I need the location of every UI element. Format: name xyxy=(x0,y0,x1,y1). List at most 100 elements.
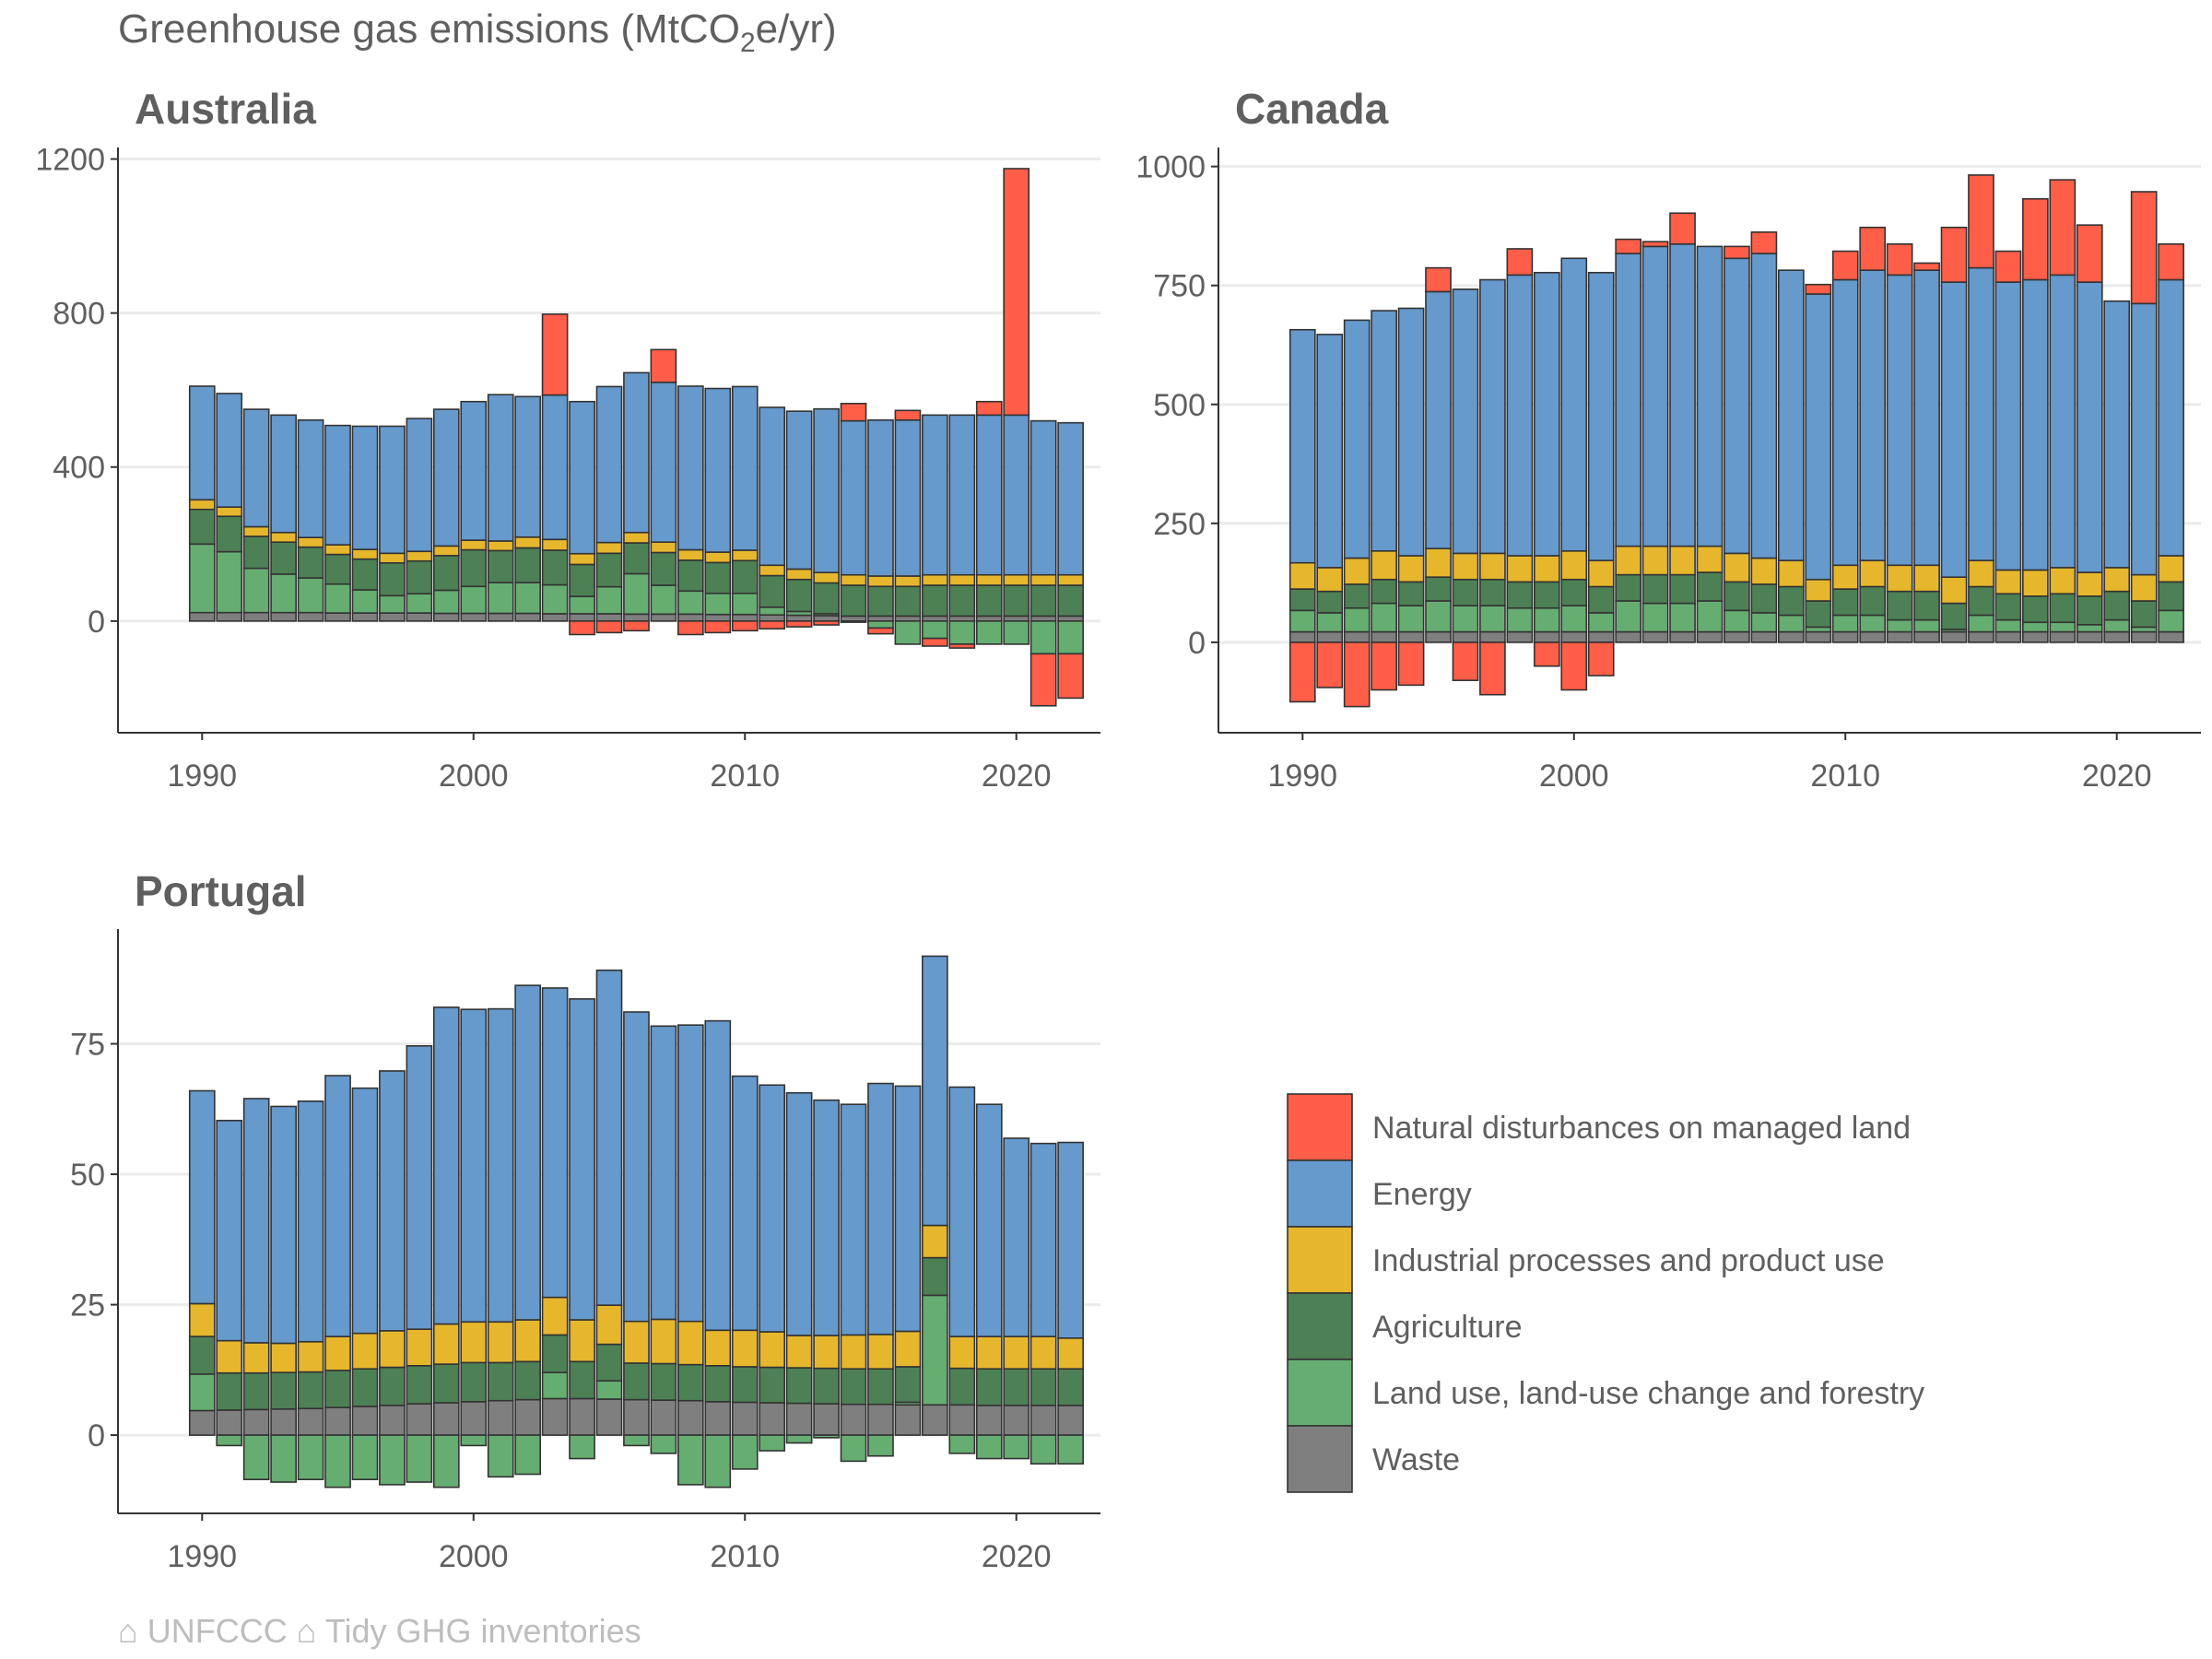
bar-waste-1994 xyxy=(1397,630,1425,643)
bar-lulucf-2016 xyxy=(1994,618,2022,633)
bar-ndml-2006 xyxy=(623,620,650,632)
y-tick-label: 25 xyxy=(70,1288,105,1324)
bar-agri-1997 xyxy=(1479,578,1506,606)
bar-energy-2016 xyxy=(894,1085,922,1333)
bar-waste-1992 xyxy=(242,1408,270,1436)
bar-ippu-1996 xyxy=(351,1332,379,1370)
bar-ippu-2020 xyxy=(1003,573,1030,586)
bar-energy-2021 xyxy=(2130,302,2158,576)
bar-waste-2000 xyxy=(460,1401,488,1436)
chart-title: Greenhouse gas emissions (MtCO2e/yr) xyxy=(118,6,837,58)
bar-waste-1997 xyxy=(379,612,406,622)
bar-waste-2003 xyxy=(1641,630,1669,643)
bar-waste-2011 xyxy=(759,1402,786,1436)
bar-energy-1994 xyxy=(297,1100,324,1343)
bar-ndml-1994 xyxy=(1397,641,1425,687)
bar-waste-1999 xyxy=(1533,630,1560,643)
bar-lulucf-2000 xyxy=(460,585,488,615)
bar-energy-2014 xyxy=(1940,281,1968,578)
bar-waste-2008 xyxy=(677,1399,704,1436)
bar-lulucf-2015 xyxy=(867,1434,894,1457)
bar-ndml-2011 xyxy=(1859,226,1887,271)
bar-waste-2013 xyxy=(1913,630,1940,643)
bar-lulucf-1998 xyxy=(406,593,433,614)
bar-energy-2012 xyxy=(785,410,813,571)
bar-ippu-2006 xyxy=(623,1320,650,1364)
bar-lulucf-2014 xyxy=(840,620,867,623)
y-tick-label: 0 xyxy=(88,1418,105,1453)
bar-ndml-2012 xyxy=(785,620,813,628)
bar-waste-1997 xyxy=(1479,630,1506,643)
bar-ippu-2006 xyxy=(1724,552,1750,583)
bar-ippu-2009 xyxy=(1805,578,1832,602)
bar-waste-2021 xyxy=(1030,615,1057,622)
bar-ippu-1995 xyxy=(1425,547,1452,578)
bar-energy-2015 xyxy=(867,1082,894,1335)
bar-energy-2003 xyxy=(541,394,569,541)
bar-ndml-2021 xyxy=(1030,653,1057,707)
bar-lulucf-2018 xyxy=(2049,621,2077,633)
bar-waste-2013 xyxy=(813,1403,840,1436)
bar-lulucf-2011 xyxy=(759,1434,786,1452)
bar-agri-2013 xyxy=(1913,590,1940,621)
bar-lulucf-1990 xyxy=(188,1373,216,1412)
bar-energy-2007 xyxy=(1750,253,1778,559)
bar-ndml-2005 xyxy=(595,620,623,634)
bar-lulucf-2008 xyxy=(677,1434,704,1486)
bar-lulucf-2018 xyxy=(948,1434,976,1454)
legend-swatch-ippu xyxy=(1287,1226,1353,1294)
bar-ndml-2007 xyxy=(650,348,677,383)
bar-ippu-2014 xyxy=(1940,576,1968,605)
bar-agri-2018 xyxy=(948,1367,976,1406)
bar-lulucf-1999 xyxy=(432,589,460,615)
bar-ippu-2005 xyxy=(595,1304,623,1346)
bar-ndml-2001 xyxy=(1587,641,1615,677)
bar-ippu-2019 xyxy=(975,1335,1003,1370)
bar-waste-2021 xyxy=(1030,1405,1057,1436)
bar-energy-2013 xyxy=(813,407,840,574)
bar-agri-2007 xyxy=(650,551,677,586)
bar-energy-1991 xyxy=(216,393,243,508)
bar-energy-2004 xyxy=(1669,243,1696,547)
bar-ippu-1994 xyxy=(297,536,324,548)
bar-lulucf-2001 xyxy=(487,1434,514,1478)
bar-ippu-1991 xyxy=(1316,567,1344,593)
bar-waste-1998 xyxy=(406,612,433,622)
bar-agri-2012 xyxy=(785,578,813,613)
bar-agri-1992 xyxy=(242,535,270,570)
bar-energy-2018 xyxy=(948,1086,976,1337)
bar-agri-2001 xyxy=(487,549,514,583)
bar-ippu-2010 xyxy=(731,1329,759,1368)
bar-energy-2003 xyxy=(1641,245,1669,547)
bar-energy-2022 xyxy=(1057,421,1084,576)
bar-ippu-2005 xyxy=(595,541,623,555)
bar-waste-2010 xyxy=(731,613,759,622)
bar-energy-1995 xyxy=(324,1075,351,1337)
bar-energy-2014 xyxy=(840,1103,867,1336)
bar-energy-2010 xyxy=(731,1075,759,1332)
bar-lulucf-2013 xyxy=(1913,618,1940,633)
bar-waste-1991 xyxy=(1316,630,1344,643)
bar-waste-2009 xyxy=(704,613,732,622)
bar-energy-2007 xyxy=(650,1025,677,1321)
bar-energy-2012 xyxy=(785,1091,813,1336)
bar-ippu-2009 xyxy=(704,1329,732,1367)
bar-waste-2005 xyxy=(595,613,623,622)
bar-waste-1995 xyxy=(324,1406,351,1436)
legend-item-ndml: Natural disturbances on managed land xyxy=(1287,1093,1911,1161)
bar-agri-2007 xyxy=(1750,583,1778,614)
bar-ndml-1999 xyxy=(1533,641,1560,667)
bar-lulucf-2001 xyxy=(487,582,514,615)
bar-agri-1999 xyxy=(432,1363,460,1404)
bar-agri-2015 xyxy=(867,1368,894,1406)
bar-ndml-2010 xyxy=(1831,250,1859,281)
legend-item-lulucf: Land use, land-use change and forestry xyxy=(1287,1359,1924,1427)
bar-ippu-2011 xyxy=(1859,559,1887,588)
bar-lulucf-2008 xyxy=(677,590,704,616)
legend-item-waste: Waste xyxy=(1287,1425,1460,1493)
bar-energy-2013 xyxy=(1913,269,1940,567)
bar-lulucf-2005 xyxy=(595,585,623,615)
bar-energy-1993 xyxy=(1371,310,1397,552)
bar-energy-2012 xyxy=(1886,274,1913,567)
